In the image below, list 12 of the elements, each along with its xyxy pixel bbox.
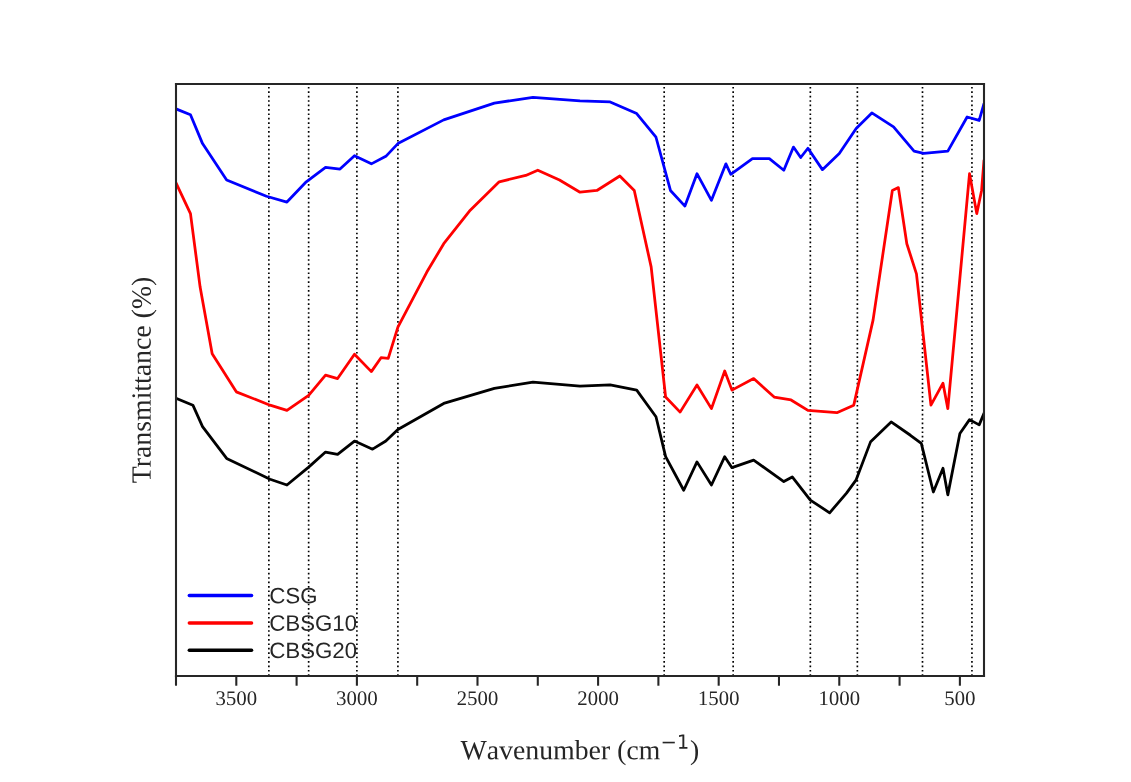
x-tick-label: 2000: [578, 691, 619, 706]
x-tick-label: 500: [945, 691, 975, 706]
x-tick-label: 1500: [699, 691, 739, 706]
x-tick-label: 3000: [337, 691, 377, 706]
legend-label: CSG: [270, 587, 316, 604]
x-tick-label: 3500: [216, 691, 257, 706]
x-tick-label: 1000: [820, 691, 860, 706]
legend-label: CBSG20: [270, 642, 357, 659]
y-axis-title: Transmittance (%): [131, 277, 157, 483]
x-axis-title: Wavenumber (cm$^{−1}$): [460, 734, 699, 766]
x-tick-label: 2500: [457, 691, 498, 706]
legend-label: CBSG10: [270, 615, 357, 631]
